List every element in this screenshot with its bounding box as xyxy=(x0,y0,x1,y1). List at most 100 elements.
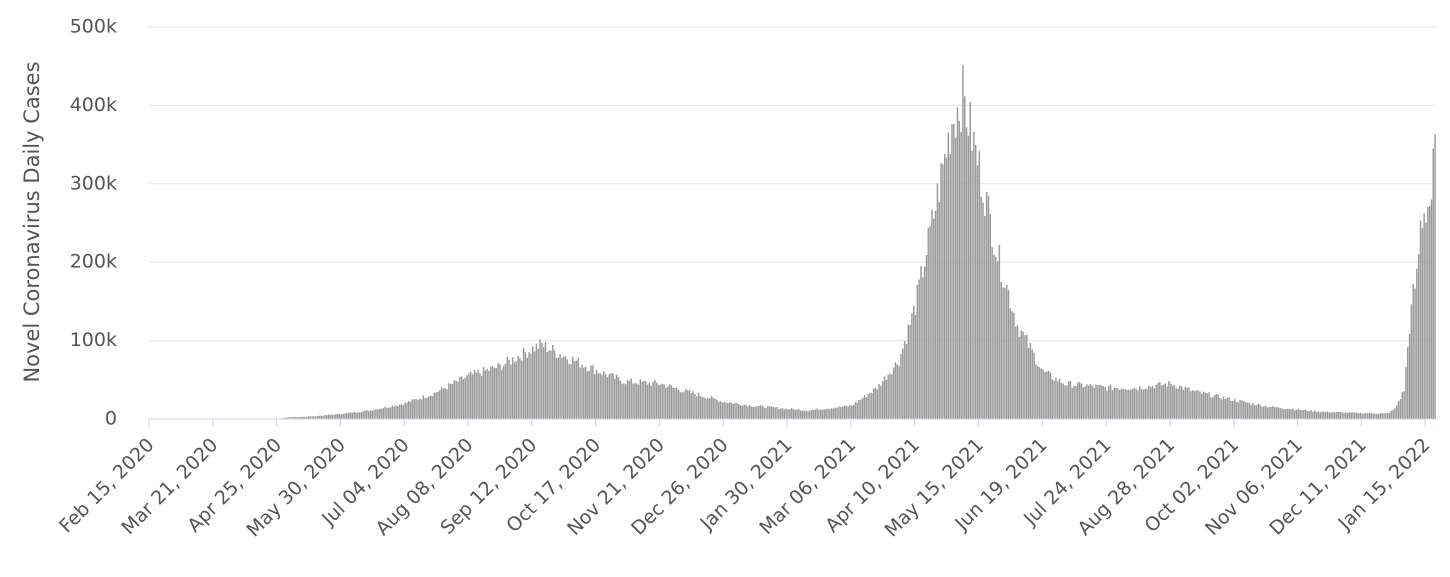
daily-case-bar xyxy=(486,368,488,419)
daily-case-bar xyxy=(679,392,682,419)
daily-case-bar xyxy=(550,350,552,419)
daily-case-bar xyxy=(1417,254,1420,419)
daily-case-bar xyxy=(366,410,368,419)
daily-case-bar xyxy=(716,399,718,419)
daily-case-bar xyxy=(331,414,333,419)
daily-case-bar xyxy=(885,379,888,419)
daily-case-bar xyxy=(639,379,642,419)
daily-case-bar xyxy=(1284,409,1287,419)
daily-case-bar xyxy=(1348,412,1351,419)
daily-case-bar xyxy=(477,370,479,419)
daily-case-bar xyxy=(768,406,771,419)
daily-case-bar xyxy=(712,397,714,419)
daily-case-bar xyxy=(1361,413,1363,419)
daily-case-bar xyxy=(628,381,631,419)
daily-case-bar xyxy=(898,365,900,419)
daily-case-bar xyxy=(834,407,837,419)
daily-case-bar xyxy=(648,382,651,419)
daily-case-bar xyxy=(1117,388,1119,419)
daily-case-bar xyxy=(1390,410,1393,419)
daily-case-bar xyxy=(595,370,598,419)
daily-case-bar xyxy=(1206,393,1208,419)
daily-case-bar xyxy=(1359,412,1362,419)
daily-case-bar xyxy=(1312,411,1314,419)
daily-case-bar xyxy=(723,401,725,419)
daily-case-bar xyxy=(1430,199,1433,419)
daily-case-bar xyxy=(832,408,835,419)
daily-case-bar xyxy=(902,348,904,419)
daily-case-bar xyxy=(694,394,696,419)
daily-case-bar xyxy=(1201,393,1203,419)
daily-case-bar xyxy=(347,412,350,419)
daily-case-bar xyxy=(732,403,734,419)
daily-case-bar xyxy=(650,385,652,419)
daily-case-bar xyxy=(315,416,317,419)
daily-case-bar xyxy=(783,409,786,419)
daily-case-bar xyxy=(1295,409,1298,419)
daily-case-bar xyxy=(790,408,793,419)
daily-case-bar xyxy=(1162,384,1165,419)
daily-case-bar xyxy=(437,391,439,419)
daily-case-bar xyxy=(1239,400,1241,419)
daily-case-bar xyxy=(386,407,388,419)
daily-case-bar xyxy=(765,408,767,419)
daily-case-bar xyxy=(444,388,446,419)
daily-case-bar xyxy=(889,373,891,419)
daily-case-bar xyxy=(1339,412,1342,419)
daily-case-bar xyxy=(1277,406,1280,419)
daily-case-bar xyxy=(697,392,700,419)
daily-case-bar xyxy=(692,391,694,419)
daily-case-bar xyxy=(577,357,580,419)
daily-case-bar xyxy=(719,400,722,419)
daily-case-bar xyxy=(818,410,820,419)
daily-case-bar xyxy=(449,383,452,419)
daily-case-bar xyxy=(925,255,928,419)
daily-case-bar xyxy=(1272,406,1274,419)
daily-case-bar xyxy=(420,399,423,419)
daily-case-bar xyxy=(1326,411,1329,419)
y-tick-label: 400k xyxy=(70,94,117,116)
daily-case-bar xyxy=(597,373,600,419)
daily-case-bar xyxy=(459,376,461,419)
daily-case-bar xyxy=(488,370,490,419)
daily-case-bar xyxy=(960,131,962,419)
daily-case-bar xyxy=(1410,304,1413,419)
daily-case-bar xyxy=(519,357,521,419)
daily-case-bar xyxy=(861,398,864,419)
daily-case-bar xyxy=(918,279,920,419)
daily-case-bar xyxy=(1419,220,1422,419)
daily-case-bar xyxy=(1255,405,1258,419)
daily-case-bar xyxy=(480,376,483,419)
daily-case-bar xyxy=(1341,412,1343,419)
daily-case-bar xyxy=(473,369,476,419)
daily-case-bar xyxy=(1237,402,1239,419)
daily-case-bar xyxy=(1122,389,1125,419)
daily-case-bar xyxy=(778,409,780,419)
daily-case-bar xyxy=(821,409,824,419)
daily-case-bar xyxy=(1279,408,1281,419)
daily-case-bar xyxy=(699,395,702,419)
daily-case-bar xyxy=(546,352,549,419)
daily-case-bar xyxy=(1108,385,1110,419)
daily-case-bar xyxy=(1047,370,1050,419)
daily-case-bar xyxy=(1111,390,1114,419)
daily-case-bar xyxy=(632,383,634,419)
daily-case-bar xyxy=(913,305,915,419)
bar-series xyxy=(151,65,1436,420)
daily-case-bar xyxy=(402,405,405,419)
daily-case-bar xyxy=(1129,389,1132,419)
daily-case-bar xyxy=(351,412,353,419)
daily-case-bar xyxy=(927,227,930,419)
daily-case-bar xyxy=(408,401,410,419)
daily-case-bar xyxy=(548,350,550,419)
y-tick-label: 100k xyxy=(70,329,117,351)
daily-case-bar xyxy=(1355,412,1358,419)
y-tick-label: 200k xyxy=(70,251,117,273)
y-tick-label: 0 xyxy=(105,408,117,430)
daily-case-bar xyxy=(418,398,421,419)
daily-case-bar xyxy=(1252,402,1254,419)
daily-case-bar xyxy=(307,416,310,419)
daily-case-bar xyxy=(1334,412,1336,419)
daily-case-bar xyxy=(655,382,658,419)
